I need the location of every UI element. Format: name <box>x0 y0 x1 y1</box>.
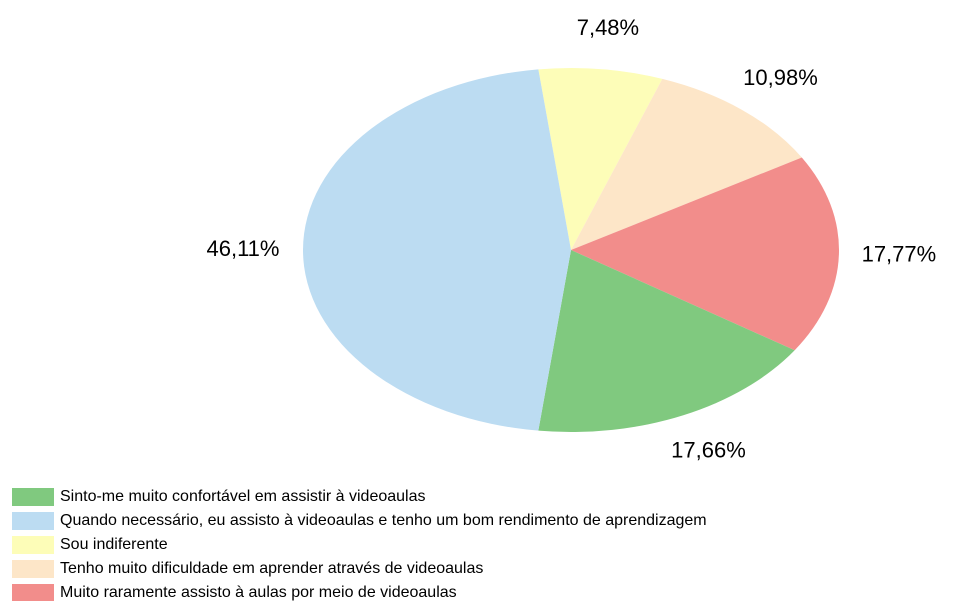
legend-label: Sinto-me muito confortável em assistir à… <box>60 488 426 505</box>
pie-slice <box>571 78 802 250</box>
value-label: 7,48% <box>577 15 639 40</box>
legend-swatch <box>12 512 54 530</box>
legend-swatch <box>12 488 54 506</box>
legend-label: Sou indiferente <box>60 536 168 553</box>
value-label: 46,11% <box>207 236 280 261</box>
pie-slice <box>302 69 571 431</box>
legend-label: Muito raramente assisto à aulas por meio… <box>60 584 457 601</box>
legend-label: Tenho muito dificuldade em aprender atra… <box>60 560 483 577</box>
value-label: 17,66% <box>671 437 746 462</box>
value-label: 17,77% <box>862 241 937 266</box>
value-label: 10,98% <box>743 65 818 90</box>
legend-swatch <box>12 560 54 578</box>
legend-swatch <box>12 584 54 601</box>
pie-slice <box>538 68 663 250</box>
legend-label: Quando necessário, eu assisto à videoaul… <box>60 512 707 529</box>
pie-slice <box>571 157 839 351</box>
legend-swatch <box>12 536 54 554</box>
pie-slice <box>538 250 795 432</box>
